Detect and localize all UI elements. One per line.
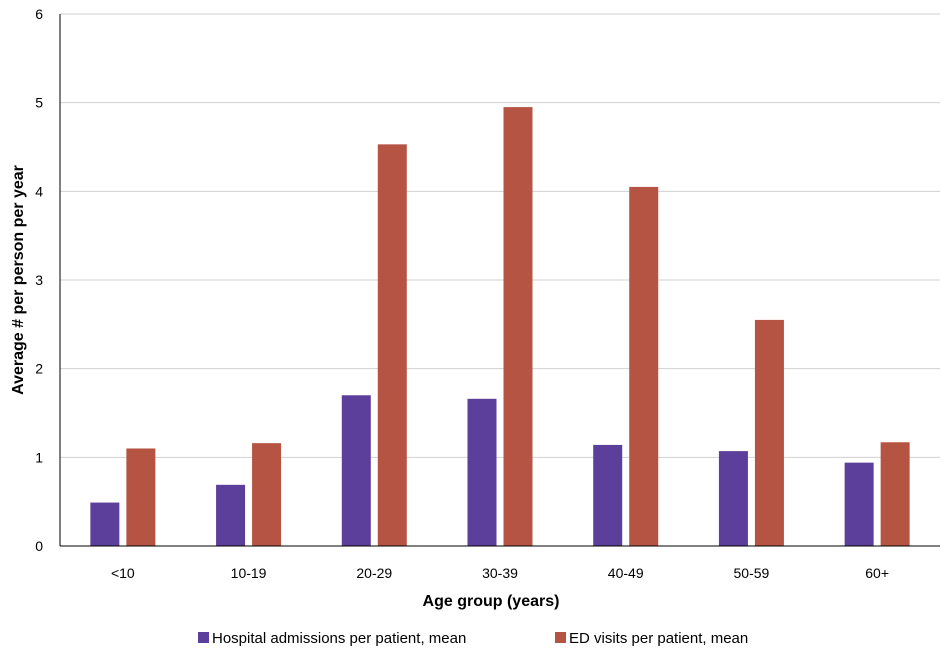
- x-tick-label: 30-39: [482, 565, 518, 581]
- legend-swatch: [198, 632, 209, 643]
- bar-hospital-admissions: [718, 451, 748, 546]
- y-tick-label: 6: [35, 6, 43, 22]
- x-tick-label: 20-29: [356, 565, 392, 581]
- bar-hospital-admissions: [844, 462, 874, 546]
- bar-hospital-admissions: [90, 502, 120, 546]
- bar-ed-visits: [252, 443, 282, 546]
- x-tick-label: 40-49: [608, 565, 644, 581]
- x-axis-title: Age group (years): [423, 593, 560, 610]
- legend-swatch: [555, 632, 566, 643]
- bar-ed-visits: [126, 448, 156, 546]
- y-tick-label: 4: [35, 183, 43, 199]
- x-tick-label: 50-59: [734, 565, 770, 581]
- y-tick-label: 3: [35, 272, 43, 288]
- y-tick-label: 1: [35, 449, 43, 465]
- bar-ed-visits: [629, 186, 659, 546]
- legend-label: ED visits per patient, mean: [569, 630, 748, 647]
- axes: [59, 14, 940, 547]
- y-axis-title: Average # per person per year: [10, 165, 27, 395]
- bar-hospital-admissions: [467, 398, 497, 546]
- y-tick-labels: 0 1 2 3 4 5 6: [35, 6, 43, 554]
- bar-ed-visits: [377, 144, 407, 546]
- bar-ed-visits: [503, 107, 533, 546]
- bar-hospital-admissions: [341, 395, 371, 546]
- bars: [90, 107, 910, 546]
- legend-label: Hospital admissions per patient, mean: [212, 630, 466, 647]
- x-tick-labels: <10 10-19 20-29 30-39 40-49 50-59 60+: [111, 565, 889, 581]
- x-tick-label: 10-19: [231, 565, 267, 581]
- legend: Hospital admissions per patient, mean ED …: [198, 630, 748, 647]
- y-tick-label: 0: [35, 538, 43, 554]
- bar-ed-visits: [754, 319, 784, 546]
- bar-hospital-admissions: [593, 444, 623, 546]
- bar-hospital-admissions: [216, 484, 246, 546]
- x-tick-label: <10: [111, 565, 135, 581]
- x-tick-label: 60+: [865, 565, 889, 581]
- y-tick-label: 2: [35, 361, 43, 377]
- bar-ed-visits: [880, 442, 910, 546]
- y-tick-label: 5: [35, 95, 43, 111]
- gridlines: [60, 13, 940, 458]
